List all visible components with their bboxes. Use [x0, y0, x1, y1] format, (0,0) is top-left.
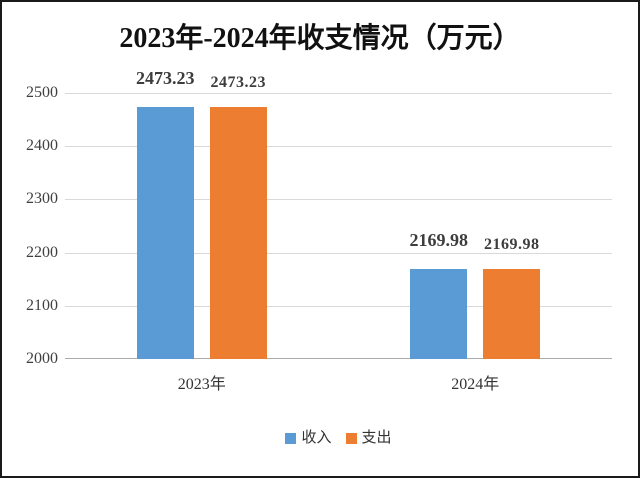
gridline — [65, 252, 612, 254]
gridline — [65, 146, 612, 148]
data-label: 2169.98 — [484, 235, 540, 253]
bar-2023年-收入 — [136, 107, 194, 359]
y-tick-label: 2000 — [26, 350, 58, 367]
data-label: 2169.98 — [409, 229, 469, 250]
chart-title: 2023年-2024年收支情况（万元） — [119, 23, 521, 54]
y-tick-label: 2500 — [26, 84, 58, 101]
y-tick-label: 2300 — [26, 190, 58, 208]
bar-2024年-收入 — [410, 268, 468, 359]
legend-label: 支出 — [361, 430, 392, 446]
legend: 收入 支出 — [65, 430, 612, 446]
gridline — [65, 305, 612, 307]
y-tick-label: 2200 — [26, 243, 58, 261]
legend-swatch — [345, 432, 357, 444]
bar-2024年-支出 — [483, 268, 541, 359]
legend-item-收入: 收入 — [285, 430, 332, 446]
data-label: 2473.23 — [210, 74, 266, 92]
legend-swatch — [285, 432, 297, 444]
legend-item-支出: 支出 — [345, 430, 392, 446]
y-tick-label: 2400 — [26, 137, 58, 155]
bar-2023年-支出 — [209, 107, 267, 359]
x-axis-line — [65, 358, 612, 359]
legend-label: 收入 — [301, 430, 332, 446]
gridline — [65, 199, 612, 201]
gridline — [65, 93, 612, 94]
y-tick-label: 2100 — [26, 296, 58, 314]
x-tick-label: 2023年 — [177, 376, 226, 393]
x-tick-label: 2024年 — [451, 376, 500, 393]
data-label: 2473.23 — [136, 68, 195, 89]
plot-area — [65, 93, 612, 359]
